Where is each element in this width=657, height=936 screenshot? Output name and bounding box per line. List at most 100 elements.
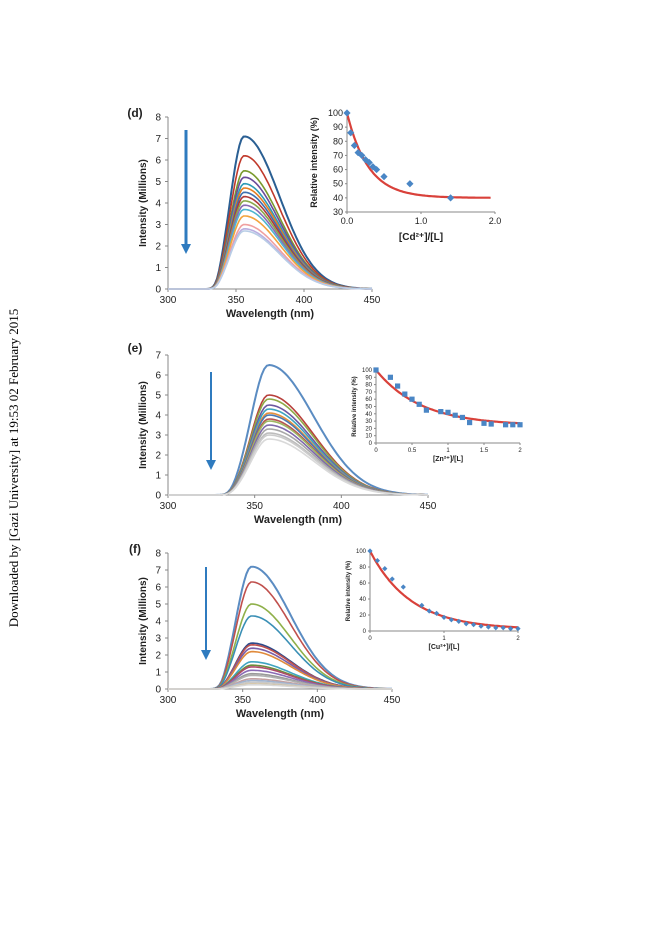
decrease-arrow-head	[201, 650, 211, 660]
inset-data-point	[358, 151, 366, 160]
inset-data-point	[367, 548, 373, 554]
inset-data-point	[374, 558, 380, 564]
inset-x-tick-label: 0.0	[341, 216, 354, 226]
inset-y-tick-label: 90	[365, 375, 372, 381]
inset-data-point	[493, 625, 499, 631]
inset-data-point	[481, 420, 487, 426]
inset-data-point	[380, 173, 388, 181]
inset-data-point	[459, 414, 465, 421]
inset-data-point	[488, 421, 494, 427]
x-tick-label: 300	[160, 295, 177, 306]
x-axis-label: Wavelength (nm)	[236, 708, 325, 720]
inset-data-point	[409, 396, 415, 402]
inset-data-point	[471, 622, 477, 628]
y-tick-label: 3	[155, 431, 161, 442]
x-tick-label: 350	[228, 295, 245, 306]
inset-y-tick-label: 70	[365, 390, 372, 396]
inset-data-point	[369, 163, 377, 171]
y-axis-label: Intensity (Millions)	[138, 577, 149, 665]
inset-x-tick-label: 0	[368, 636, 372, 642]
inset-x-tick-label: 2	[518, 448, 522, 454]
inset-y-tick-label: 60	[359, 581, 366, 587]
inset-data-point	[467, 419, 473, 426]
inset-data-point	[354, 149, 362, 157]
y-tick-label: 5	[155, 600, 161, 611]
y-tick-label: 8	[155, 549, 161, 560]
decrease-arrow-head	[181, 244, 191, 254]
inset-y-tick-label: 40	[365, 412, 372, 418]
y-tick-label: 6	[155, 583, 161, 594]
inset-data-point	[343, 109, 351, 117]
inset-y-tick-label: 30	[365, 419, 372, 425]
y-tick-label: 1	[155, 471, 161, 482]
y-tick-label: 7	[155, 134, 161, 145]
inset-data-point	[373, 367, 379, 373]
x-tick-label: 400	[333, 501, 350, 512]
y-tick-label: 6	[155, 156, 161, 167]
inset-data-point	[445, 409, 451, 415]
panel-label: (d)	[127, 106, 142, 120]
inset-data-point	[426, 608, 432, 614]
inset-y-tick-label: 50	[333, 179, 343, 189]
inset-data-point	[419, 602, 425, 608]
inset-data-point	[434, 610, 440, 616]
inset-y-tick-label: 80	[333, 136, 343, 146]
inset-x-tick-label: 1	[442, 636, 446, 642]
inset-x-axis-label: [Zn²⁺]/[L]	[433, 456, 463, 463]
inset-data-point	[448, 617, 454, 623]
spectrum-line	[168, 438, 428, 496]
y-tick-label: 7	[155, 351, 161, 362]
y-tick-label: 4	[155, 617, 161, 628]
y-tick-label: 1	[155, 668, 161, 679]
inset-data-point	[416, 401, 422, 407]
inset-data-point	[452, 412, 458, 418]
inset-x-tick-label: 0	[374, 448, 378, 454]
inset-data-point	[350, 141, 358, 150]
inset-y-tick-label: 0	[363, 629, 367, 635]
inset-y-axis-label: Relative intensity (%)	[309, 117, 319, 208]
x-tick-label: 350	[234, 695, 251, 706]
inset-y-tick-label: 70	[333, 150, 343, 160]
y-tick-label: 0	[155, 685, 161, 696]
inset-data-point	[389, 576, 395, 582]
inset-data-point	[423, 407, 429, 413]
inset-x-tick-label: 1	[446, 448, 450, 454]
y-tick-label: 2	[155, 651, 161, 662]
spectrum-line	[168, 684, 392, 690]
y-tick-label: 4	[155, 199, 161, 210]
panel-label: (e)	[128, 341, 143, 355]
inset-y-tick-label: 100	[356, 549, 367, 555]
inset-x-tick-label: 2.0	[489, 216, 502, 226]
inset-y-tick-label: 0	[369, 441, 373, 447]
spectrum-line	[168, 414, 428, 496]
spectrum-line	[168, 230, 372, 290]
inset-x-tick-label: 1.5	[480, 448, 489, 454]
y-tick-label: 5	[155, 177, 161, 188]
spectrum-line	[168, 223, 372, 290]
inset-x-axis-label: [Cu²⁺]/[L]	[429, 644, 460, 651]
inset-data-point	[402, 391, 408, 397]
x-tick-label: 450	[384, 695, 401, 706]
y-tick-label: 0	[155, 285, 161, 296]
inset-y-axis-label: Relative intensity (%)	[346, 561, 352, 621]
inset-data-point	[365, 158, 373, 167]
y-tick-label: 2	[155, 242, 161, 253]
y-tick-label: 4	[155, 411, 161, 422]
x-axis-label: Wavelength (nm)	[254, 514, 343, 526]
inset-y-tick-label: 60	[333, 165, 343, 175]
inset-data-point	[395, 383, 401, 389]
inset-data-point	[387, 374, 393, 380]
inset-y-tick-label: 20	[359, 613, 366, 619]
inset-y-tick-label: 20	[365, 426, 372, 432]
inset-y-tick-label: 40	[359, 597, 366, 603]
x-tick-label: 350	[246, 501, 263, 512]
inset-data-point	[447, 194, 455, 202]
spectrum-line	[168, 420, 429, 496]
x-tick-label: 300	[160, 501, 177, 512]
inset-x-tick-label: 1.0	[415, 216, 428, 226]
inset-y-tick-label: 100	[362, 368, 373, 374]
inset-y-tick-label: 100	[328, 108, 343, 118]
inset-data-point	[373, 165, 381, 174]
y-tick-label: 6	[155, 371, 161, 382]
